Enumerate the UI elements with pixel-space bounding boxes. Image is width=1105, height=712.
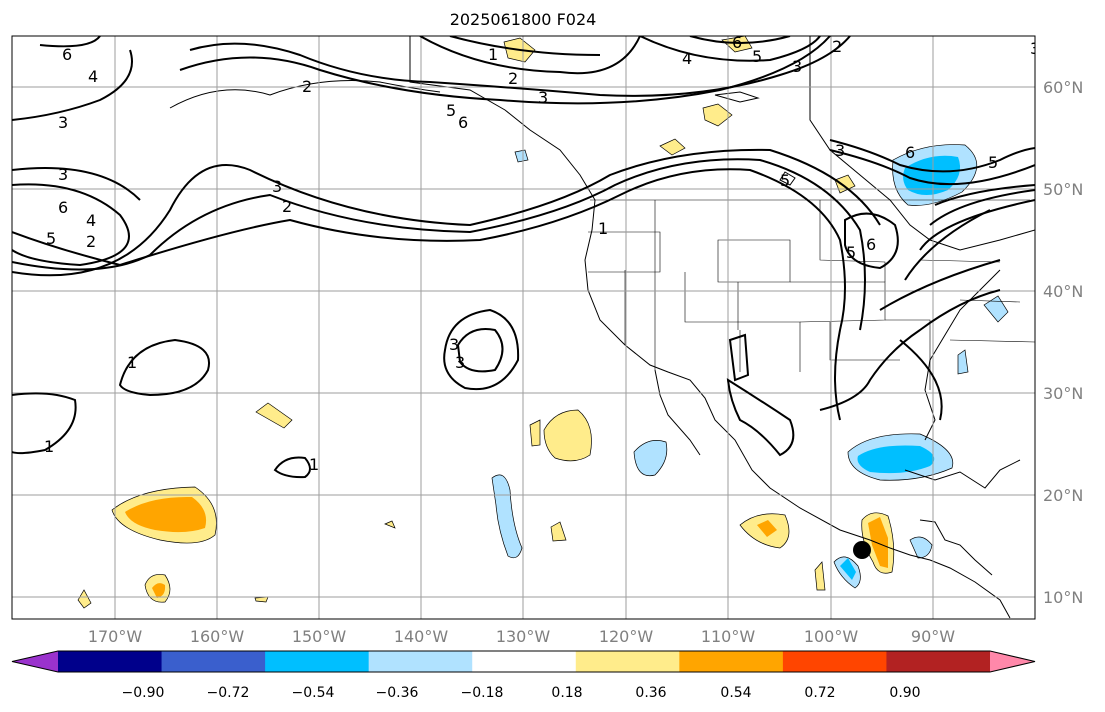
figure-title: 2025061800 F024 (450, 10, 597, 29)
contour-label: 2 (508, 69, 518, 88)
contour-label: 6 (62, 45, 72, 64)
contour-label: 2 (832, 37, 842, 56)
contour-label: 3 (835, 141, 845, 160)
contour-label: 2 (302, 77, 312, 96)
colorbar: −0.90 −0.72 −0.54 −0.36 −0.18 0.18 0.36 … (11, 650, 1036, 701)
latitude-labels: 60°N 50°N 40°N 30°N 20°N 10°N (1043, 78, 1083, 607)
colorbar-segment (575, 651, 680, 672)
contour-label: 2 (86, 232, 96, 251)
contour-label: 6 (58, 198, 68, 217)
colorbar-segments (11, 650, 1036, 673)
contour-label: 6 (732, 33, 742, 52)
longitude-labels: 170°W 160°W 150°W 140°W 130°W 120°W 110°… (88, 627, 955, 646)
lat-label: 20°N (1043, 486, 1083, 505)
contour-label: 1 (488, 45, 498, 64)
contour-label: 6 (458, 113, 468, 132)
contour-label: 5 (446, 101, 456, 120)
colorbar-tick: 0.54 (720, 685, 751, 701)
contour-label: 5 (752, 47, 762, 66)
colorbar-tick: 0.36 (635, 685, 666, 701)
contour-label: 3 (455, 353, 465, 372)
map-area: 6 4 3 3 6 5 4 2 1 2 3 4 5 6 3 2 5 6 3 2 … (12, 33, 1040, 619)
colorbar-tick: 0.18 (551, 685, 582, 701)
contour-label: 5 (988, 153, 998, 172)
contour-label: 5 (846, 243, 856, 262)
lat-label: 60°N (1043, 78, 1083, 97)
contour-label: 1 (44, 437, 54, 456)
colorbar-ticks: −0.90 −0.72 −0.54 −0.36 −0.18 0.18 0.36 … (122, 685, 921, 701)
contour-label: 4 (88, 67, 98, 86)
lon-label: 140°W (394, 627, 449, 646)
contour-label: 6 (866, 235, 876, 254)
lat-label: 40°N (1043, 282, 1083, 301)
lon-label: 110°W (701, 627, 756, 646)
contour-label: 1 (309, 455, 319, 474)
colorbar-segment (368, 651, 473, 672)
colorbar-outline (11, 650, 1036, 673)
lon-label: 100°W (804, 627, 859, 646)
colorbar-tick: −0.90 (122, 685, 165, 701)
colorbar-tick: −0.36 (376, 685, 419, 701)
colorbar-tick: −0.72 (207, 685, 250, 701)
colorbar-segment (265, 651, 370, 672)
lon-label: 130°W (496, 627, 551, 646)
colorbar-segment (679, 651, 784, 672)
contour-lines (12, 36, 1035, 479)
colorbar-tick: −0.54 (292, 685, 335, 701)
colorbar-extend-max (990, 651, 1035, 672)
colorbar-segment (161, 651, 266, 672)
negative-anomaly-fills (491, 144, 1009, 589)
contour-label: 4 (86, 211, 96, 230)
contour-label: 1 (127, 353, 137, 372)
lat-label: 50°N (1043, 180, 1083, 199)
colorbar-segment (782, 651, 887, 672)
lon-label: 170°W (88, 627, 143, 646)
contour-label: 1 (598, 219, 608, 238)
colorbar-tick: 0.72 (804, 685, 835, 701)
contour-label: 3 (58, 113, 68, 132)
colorbar-segment (58, 651, 163, 672)
contour-label: 3 (449, 335, 459, 354)
lon-label: 90°W (911, 627, 955, 646)
positive-anomaly-fills (77, 36, 895, 609)
contour-label: 6 (905, 143, 915, 162)
lon-label: 160°W (190, 627, 245, 646)
contour-labels: 6 4 3 3 6 5 4 2 1 2 3 4 5 6 3 2 5 6 3 2 … (44, 33, 1040, 474)
contour-label: 3 (272, 177, 282, 196)
colorbar-segment (472, 651, 577, 672)
lat-label: 10°N (1043, 588, 1083, 607)
contour-label: 5 (46, 229, 56, 248)
lon-label: 150°W (292, 627, 347, 646)
colorbar-extend-min (12, 651, 58, 672)
storm-center-dot (853, 541, 871, 559)
colorbar-tick: −0.18 (461, 685, 504, 701)
lat-label: 30°N (1043, 384, 1083, 403)
map-frame (11, 35, 1036, 620)
contour-label: 3 (58, 165, 68, 184)
colorbar-tick: 0.90 (889, 685, 920, 701)
contour-label: 4 (682, 49, 692, 68)
contour-label: 3 (792, 57, 802, 76)
contour-label: 5 (780, 171, 790, 190)
colorbar-segment (886, 651, 991, 672)
contour-label: 3 (1030, 39, 1040, 58)
contour-label: 3 (538, 88, 548, 107)
lon-label: 120°W (599, 627, 654, 646)
contour-label: 2 (282, 197, 292, 216)
